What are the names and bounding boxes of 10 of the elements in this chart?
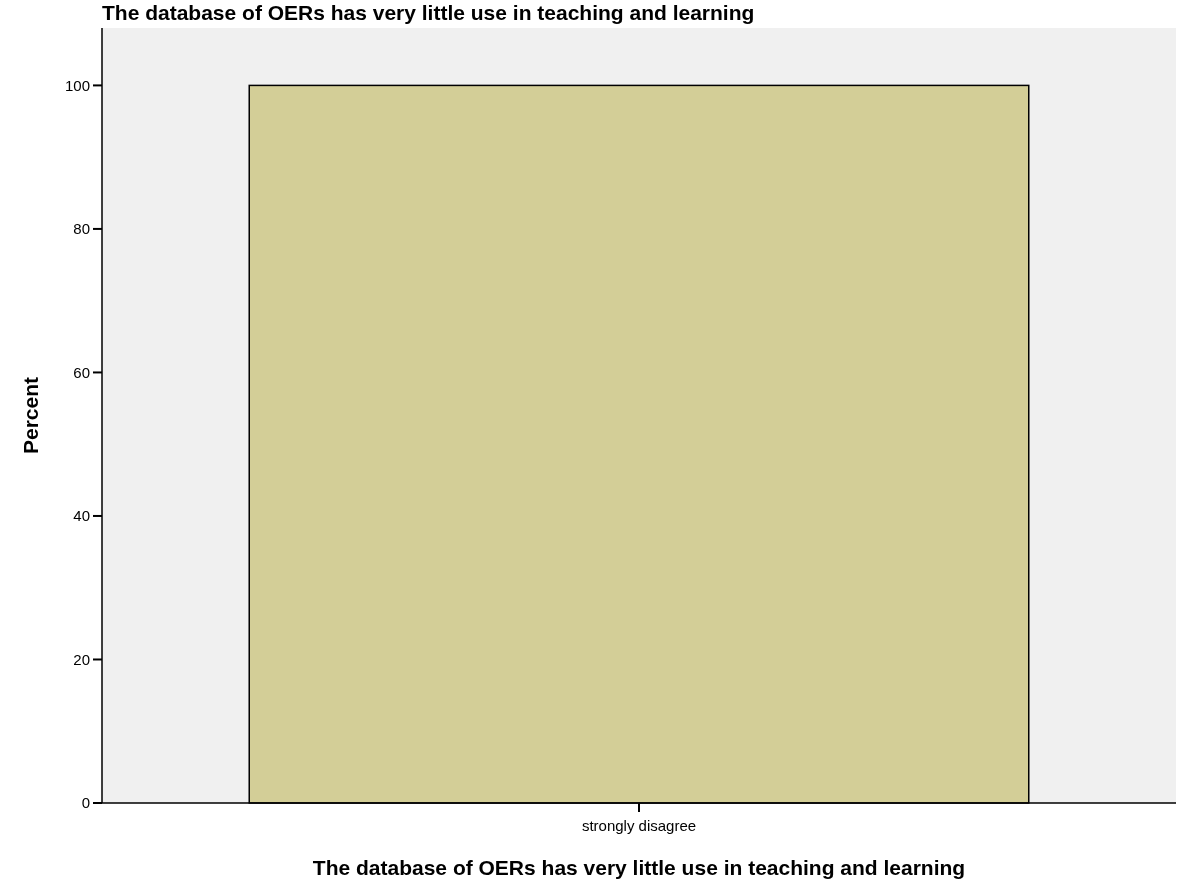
y-tick-label: 80 [73,220,90,238]
x-axis-title: The database of OERs has very little use in teaching and learning [312,856,966,879]
y-tick-label: 100 [64,76,90,94]
y-tick-label: 60 [73,363,90,381]
y-axis-title: Percent [19,376,42,455]
y-tick-label: 0 [81,794,90,812]
y-tick-label: 40 [73,507,90,525]
chart-title: The database of OERs has very little use in teaching and learning [102,1,755,24]
y-tick-label: 20 [73,650,90,668]
x-tick-label: strongly disagree [581,817,697,834]
